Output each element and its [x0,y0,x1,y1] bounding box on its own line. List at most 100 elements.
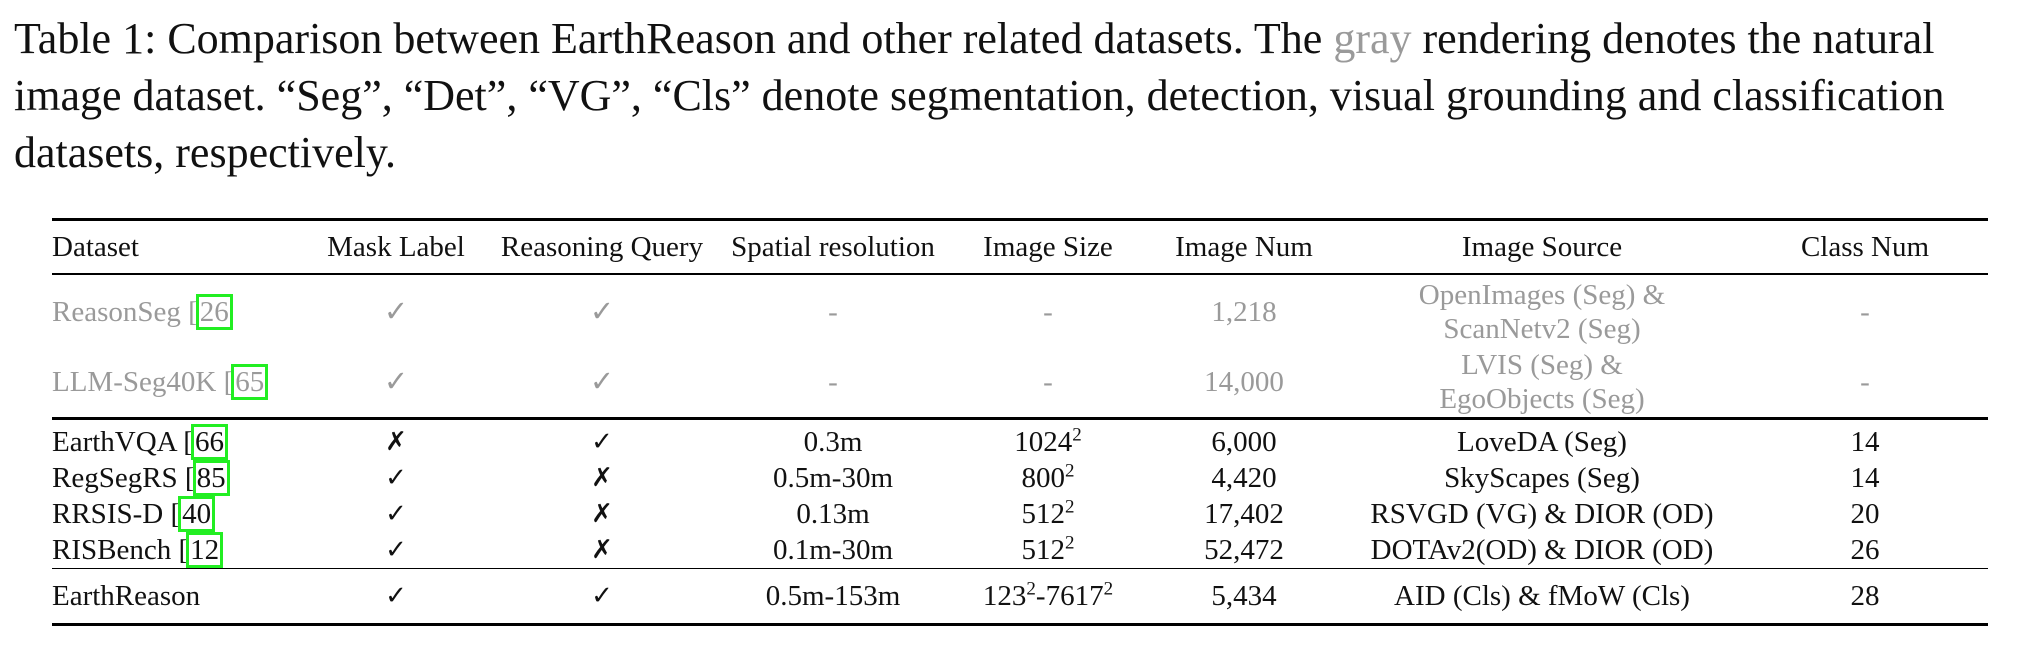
dataset-cell: EarthVQA [66 [52,417,304,460]
image-size-cell: 8002 [950,460,1146,496]
dataset-cell: LLM-Seg40K [65 [52,347,304,419]
dataset-name: RISBench [ [52,534,189,566]
mask-label-cell: ✓ [383,296,409,328]
image-source-cell: LVIS (Seg) & EgoObjects (Seg) [1342,347,1742,419]
table-row: RISBench [12 ✓ ✗ 0.1m-30m 5122 52,472 DO… [52,532,1988,569]
spatial-resolution-cell: 0.5m-153m [716,568,950,626]
image-size-cell: - [1043,366,1053,398]
class-num-cell: 14 [1742,417,1988,460]
header-class-num: Class Num [1742,218,1988,275]
image-num-cell: 14,000 [1204,366,1284,398]
spatial-resolution-cell: - [828,366,838,398]
header-image-source: Image Source [1342,218,1742,275]
image-source-line: EgoObjects (Seg) [1439,383,1645,415]
image-size-exponent: 2 [1065,532,1075,554]
mask-label-cell: ✓ [383,366,409,398]
header-spatial-resolution: Spatial resolution [716,218,950,275]
class-num-cell: 14 [1850,462,1880,494]
image-num-cell: 52,472 [1204,534,1284,566]
image-num-cell: 4,420 [1211,462,1277,494]
table-row: LLM-Seg40K [65 ✓ ✓ - - 14,000 LVIS (Seg)… [52,347,1988,419]
header-dataset: Dataset [52,218,304,275]
table-row: ReasonSeg [26 ✓ ✓ - - 1,218 OpenImages (… [52,274,1988,347]
dataset-name: RRSIS-D [ [52,498,181,530]
image-size-exponent: 2 [1072,424,1082,446]
citation-link[interactable]: 66 [190,424,228,460]
table-row-earthreason: EarthReason ✓ ✓ 0.5m-153m 1232-76172 5,4… [52,568,1988,626]
image-size-base: 512 [1021,498,1066,530]
image-size-cell: 1232-76172 [950,568,1146,626]
image-size-base: 512 [1021,534,1066,566]
image-size-base: 800 [1021,462,1066,494]
mask-label-cell: ✗ [304,417,488,460]
image-source-cell: LoveDA (Seg) [1342,417,1742,460]
reasoning-query-cell: ✗ [591,463,613,493]
spatial-resolution-cell: 0.5m-30m [772,462,894,494]
spatial-resolution-cell: 0.1m-30m [772,534,894,566]
dataset-cell: RegSegRS [85 [52,460,304,496]
image-num-cell: 6,000 [1146,417,1342,460]
citation-link[interactable]: 12 [186,532,224,568]
class-num-cell: - [1860,296,1870,328]
spatial-resolution-cell: 0.3m [716,417,950,460]
image-num-cell: 5,434 [1146,568,1342,626]
header-image-num: Image Num [1146,218,1342,275]
image-size-base: 1024 [1014,426,1073,458]
caption-gray-word: gray [1333,14,1412,63]
image-size-exponent: 2 [1065,496,1075,518]
header-row: Dataset Mask Label Reasoning Query Spati… [52,218,1988,275]
image-source-line: OpenImages (Seg) & [1418,279,1666,311]
header-image-size: Image Size [950,218,1146,275]
dataset-cell: RRSIS-D [40 [52,496,304,532]
caption-text-1: Table 1: Comparison between EarthReason … [14,14,1334,63]
table-row: RegSegRS [85 ✓ ✗ 0.5m-30m 8002 4,420 Sky… [52,460,1988,496]
image-num-cell: 1,218 [1211,296,1277,328]
class-num-cell: 26 [1850,534,1880,566]
table-row: RRSIS-D [40 ✓ ✗ 0.13m 5122 17,402 RSVGD … [52,496,1988,532]
dataset-cell: EarthReason [52,568,304,626]
image-source-line: LVIS (Seg) & [1461,349,1623,381]
image-source-cell: RSVGD (VG) & DIOR (OD) [1370,498,1714,530]
class-num-cell: 20 [1850,498,1880,530]
image-source-cell: OpenImages (Seg) & ScanNetv2 (Seg) [1342,274,1742,347]
dataset-cell: ReasonSeg [26 [52,274,304,347]
image-source-cell: DOTAv2(OD) & DIOR (OD) [1370,534,1714,566]
spatial-resolution-cell: - [828,296,838,328]
header-mask-label: Mask Label [304,218,488,275]
dataset-name: LLM-Seg40K [ [52,366,234,398]
dataset-cell: RISBench [12 [52,532,304,569]
image-size-exponent: 2 [1065,460,1075,482]
image-size-min: 123 [982,579,1027,612]
dataset-name: EarthVQA [ [52,426,193,458]
reasoning-query-cell: ✓ [589,296,615,328]
spatial-resolution-cell: 0.13m [796,498,870,530]
class-num-cell: 28 [1742,568,1988,626]
image-size-cell: 10242 [950,417,1146,460]
image-size-cell: - [1043,296,1053,328]
citation-link[interactable]: 85 [192,460,230,496]
image-size-exponent: 2 [1103,577,1114,599]
reasoning-query-cell: ✓ [589,366,615,398]
image-source-cell: SkyScapes (Seg) [1444,462,1640,494]
table-caption: Table 1: Comparison between EarthReason … [14,10,2034,181]
reasoning-query-cell: ✗ [591,499,613,529]
image-size-cell: 5122 [950,496,1146,532]
citation-link[interactable]: 65 [231,364,269,400]
comparison-table: Dataset Mask Label Reasoning Query Spati… [52,218,1988,626]
image-size-cell: 5122 [950,532,1146,569]
mask-label-cell: ✓ [385,463,407,493]
mask-label-cell: ✓ [385,499,407,529]
reasoning-query-cell: ✓ [488,568,716,626]
citation-link[interactable]: 40 [178,496,216,532]
reasoning-query-cell: ✗ [591,535,613,565]
dataset-name: ReasonSeg [ [52,296,198,328]
image-source-line: ScanNetv2 (Seg) [1443,313,1641,345]
image-source-cell: AID (Cls) & fMoW (Cls) [1342,568,1742,626]
table-row: EarthVQA [66 ✗ ✓ 0.3m 10242 6,000 LoveDA… [52,417,1988,460]
image-size-max: -7617 [1035,579,1104,612]
mask-label-cell: ✓ [304,568,488,626]
class-num-cell: - [1860,366,1870,398]
image-num-cell: 17,402 [1204,498,1284,530]
citation-link[interactable]: 26 [195,294,233,330]
mask-label-cell: ✓ [385,535,407,565]
